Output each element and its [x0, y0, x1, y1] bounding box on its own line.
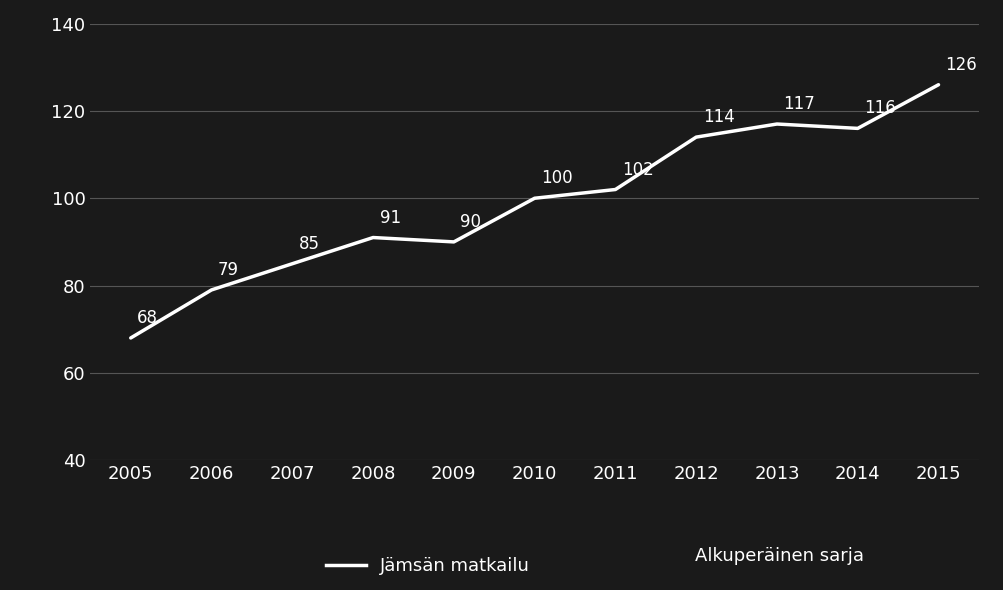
Text: 91: 91 — [379, 209, 400, 227]
Text: 117: 117 — [782, 95, 814, 113]
Text: 100: 100 — [541, 169, 572, 188]
Text: 79: 79 — [218, 261, 239, 279]
Text: Alkuperäinen sarja: Alkuperäinen sarja — [694, 548, 863, 565]
Text: 102: 102 — [621, 160, 653, 179]
Text: 116: 116 — [864, 100, 895, 117]
Text: 85: 85 — [299, 235, 319, 253]
Text: 90: 90 — [459, 213, 480, 231]
Text: 126: 126 — [944, 56, 976, 74]
Text: 68: 68 — [137, 309, 158, 327]
Legend: Jämsän matkailu: Jämsän matkailu — [318, 550, 537, 582]
Text: 114: 114 — [702, 108, 733, 126]
